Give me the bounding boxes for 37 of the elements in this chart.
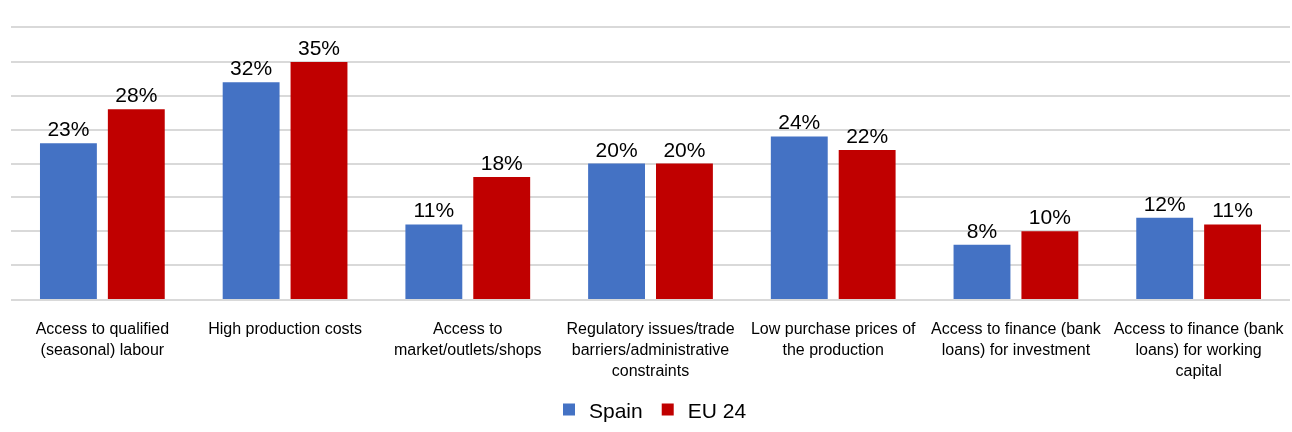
x-tick-label: Access to finance (bank loans) for working capital <box>1113 319 1285 379</box>
bar <box>222 82 280 299</box>
bar <box>588 163 645 299</box>
data-label: 20% <box>595 137 638 161</box>
data-label: 23% <box>47 117 90 141</box>
data-label: 22% <box>846 123 889 147</box>
data-label: 32% <box>230 56 273 80</box>
data-label: 12% <box>1143 191 1186 215</box>
bar <box>770 136 828 299</box>
data-label: 11% <box>1212 198 1253 222</box>
bar <box>953 244 1011 299</box>
data-label: 35% <box>297 35 341 59</box>
bar <box>39 143 97 299</box>
x-tick-label: High production costs <box>208 319 362 337</box>
bar <box>656 163 713 299</box>
data-label: 20% <box>663 137 706 161</box>
data-label: 28% <box>115 83 158 107</box>
bar <box>1021 231 1079 299</box>
data-label: 24% <box>778 110 821 134</box>
bar <box>290 61 348 299</box>
x-tick-label: Regulatory issues/trade barriers/administrative constraints <box>566 319 735 379</box>
data-label: 11% <box>413 198 455 222</box>
data-label: 8% <box>966 218 998 242</box>
legend-label: Spain <box>589 398 643 422</box>
bar <box>473 177 531 299</box>
legend-label: EU 24 <box>687 398 747 422</box>
bar <box>107 109 165 299</box>
bar <box>838 149 896 299</box>
x-tick-label: Low purchase prices of the production <box>750 319 917 358</box>
x-tick-label: Access to finance (bank loans) for investment <box>930 319 1102 358</box>
bar <box>1204 224 1262 299</box>
bar <box>405 224 463 299</box>
data-label: 18% <box>480 151 523 175</box>
x-tick-label: Access to qualified (seasonal) labour <box>35 319 170 358</box>
x-tick-label: Access to market/outlets/shops <box>393 319 542 358</box>
bar <box>1136 217 1194 299</box>
data-label: 10% <box>1028 205 1071 229</box>
